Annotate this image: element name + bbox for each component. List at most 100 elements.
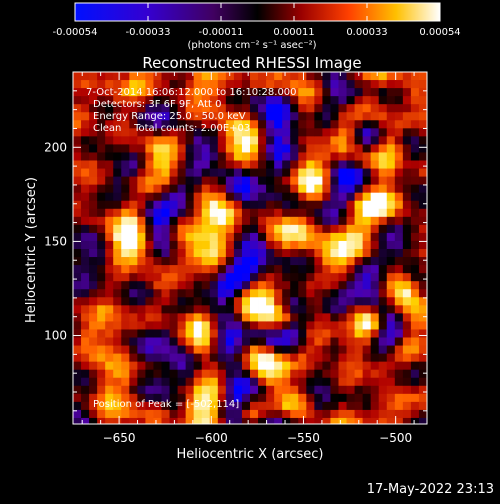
heatmap-cell: [145, 88, 154, 97]
heatmap-cell: [153, 265, 162, 274]
heatmap-cell: [169, 289, 178, 298]
heatmap-cell: [89, 313, 98, 322]
heatmap-cell: [362, 313, 372, 322]
heatmap-cell: [201, 152, 211, 161]
heatmap-cell: [137, 120, 146, 129]
heatmap-cell: [330, 409, 339, 419]
heatmap-cell: [89, 257, 98, 266]
heatmap-cell: [322, 128, 331, 137]
heatmap-cell: [153, 96, 162, 105]
heatmap-cell: [346, 144, 355, 153]
heatmap-cell: [362, 353, 372, 363]
heatmap-cell: [97, 120, 106, 129]
heatmap-cell: [258, 329, 267, 338]
heatmap-cell: [233, 120, 243, 129]
heatmap-cell: [185, 281, 195, 290]
heatmap-cell: [250, 152, 259, 161]
heatmap-cell: [258, 240, 267, 250]
heatmap-cell: [394, 208, 404, 218]
heatmap-cell: [378, 393, 388, 403]
heatmap-cell: [201, 224, 211, 234]
heatmap-cell: [169, 80, 178, 89]
heatmap-cell: [354, 281, 364, 290]
heatmap-cell: [73, 393, 82, 403]
heatmap-cell: [225, 313, 235, 322]
heatmap-cell: [370, 96, 380, 105]
heatmap-cell: [169, 136, 178, 145]
heatmap-cell: [97, 168, 106, 177]
heatmap-cell: [113, 297, 122, 306]
heatmap-cell: [241, 184, 251, 194]
heatmap-cell: [378, 184, 388, 194]
heatmap-cell: [362, 232, 372, 242]
heatmap-cell: [137, 409, 146, 419]
heatmap-cell: [394, 249, 404, 258]
heatmap-cell: [209, 321, 219, 330]
heatmap-cell: [241, 369, 251, 379]
heatmap-cell: [73, 200, 82, 210]
heatmap-cell: [314, 329, 323, 338]
heatmap-cell: [105, 313, 114, 322]
heatmap-cell: [282, 120, 291, 129]
heatmap-cell: [201, 289, 211, 298]
heatmap-cell: [258, 281, 267, 290]
heatmap-cell: [298, 96, 307, 105]
heatmap-cell: [97, 152, 106, 161]
heatmap-cell: [201, 321, 211, 330]
heatmap-cell: [129, 361, 138, 371]
heatmap-cell: [97, 409, 106, 419]
heatmap-cell: [306, 361, 315, 371]
heatmap-cell: [217, 80, 227, 89]
heatmap-cell: [177, 96, 187, 105]
heatmap-cell: [201, 273, 211, 282]
heatmap-cell: [113, 417, 122, 424]
heatmap-cell: [81, 289, 90, 298]
heatmap-cell: [121, 281, 130, 290]
heatmap-cell: [330, 168, 339, 177]
heatmap-cell: [177, 184, 187, 194]
heatmap-cell: [129, 120, 138, 129]
heatmap-cell: [81, 120, 90, 129]
heatmap-cell: [153, 401, 162, 411]
heatmap-cell: [346, 112, 355, 121]
heatmap-cell: [298, 257, 307, 266]
heatmap-cell: [161, 377, 170, 387]
heatmap-cell: [282, 401, 291, 411]
heatmap-cell: [314, 72, 323, 81]
heatmap-cell: [250, 96, 259, 105]
heatmap-cell: [346, 393, 355, 403]
heatmap-cell: [225, 136, 235, 145]
heatmap-cell: [322, 305, 331, 314]
heatmap-cell: [121, 249, 130, 258]
heatmap-cell: [338, 136, 347, 145]
heatmap-cell: [298, 176, 307, 186]
heatmap-cell: [274, 321, 283, 330]
heatmap-cell: [418, 353, 427, 363]
heatmap-cell: [322, 224, 331, 234]
heatmap-cell: [193, 152, 203, 161]
heatmap-cell: [129, 96, 138, 105]
heatmap-cell: [193, 136, 203, 145]
heatmap-cell: [177, 305, 187, 314]
heatmap-cell: [137, 96, 146, 105]
heatmap-cell: [113, 232, 122, 242]
heatmap-cell: [225, 361, 235, 371]
heatmap-cell: [370, 361, 380, 371]
heatmap-cell: [129, 329, 138, 338]
heatmap-cell: [169, 208, 178, 218]
heatmap-cell: [217, 281, 227, 290]
heatmap-cell: [97, 136, 106, 145]
heatmap-cell: [169, 345, 178, 354]
heatmap-cell: [370, 329, 380, 338]
heatmap-cell: [201, 361, 211, 371]
heatmap-cell: [362, 144, 372, 153]
heatmap-cell: [258, 80, 267, 89]
heatmap-cell: [145, 152, 154, 161]
heatmap-cell: [330, 281, 339, 290]
heatmap-cell: [161, 409, 170, 419]
heatmap-cell: [241, 345, 251, 354]
heatmap-cell: [298, 88, 307, 97]
heatmap-cell: [274, 152, 283, 161]
heatmap-cell: [129, 240, 138, 250]
heatmap-cell: [217, 208, 227, 218]
